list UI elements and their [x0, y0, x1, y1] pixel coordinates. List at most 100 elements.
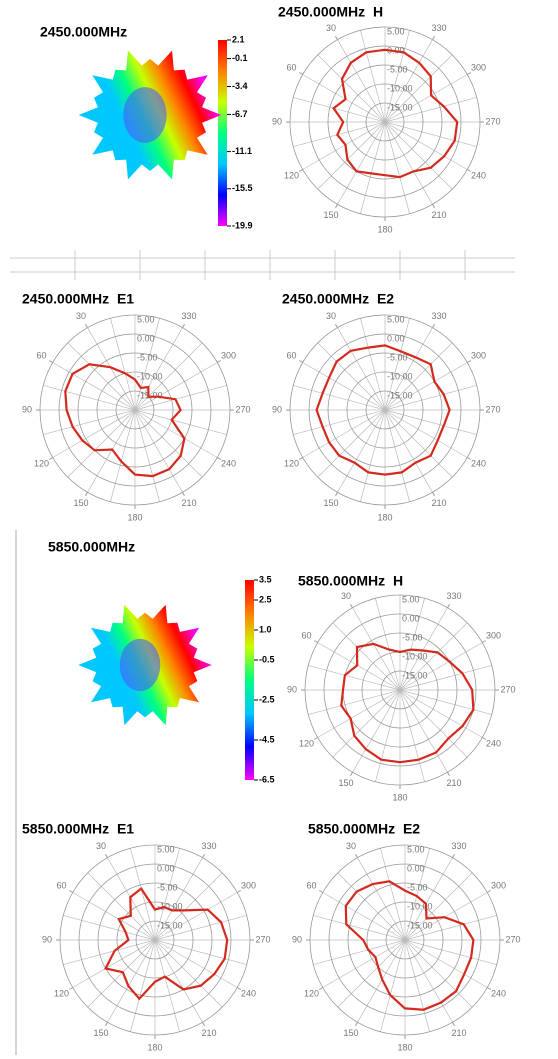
angle-tick: [299, 72, 303, 75]
pattern-line: [344, 880, 475, 1011]
angle-tick-label: 120: [304, 988, 319, 998]
colorbar-tick-label: 3.5: [259, 574, 272, 584]
angle-tick: [467, 360, 471, 363]
spoke: [72, 939, 156, 988]
angle-tick-label: 300: [491, 880, 506, 890]
angle-tick-label: 180: [127, 512, 142, 522]
spoke: [337, 872, 406, 941]
grid-ring: [323, 613, 477, 767]
spoke: [134, 409, 183, 493]
angle-tick: [299, 169, 303, 172]
angle-tick: [202, 854, 205, 858]
r-tick-label: -10.00: [137, 371, 163, 381]
grid-ring: [96, 371, 174, 449]
angle-tick: [350, 772, 353, 776]
spoke: [399, 622, 468, 691]
spoke: [404, 939, 430, 1032]
angle-tick: [182, 492, 185, 496]
spoke: [384, 121, 453, 190]
spoke: [404, 857, 453, 941]
spoke: [384, 342, 453, 411]
spoke: [360, 30, 386, 123]
r-tick-label: 5.00: [387, 314, 405, 324]
spoke: [384, 39, 433, 123]
angle-tick-label: 210: [431, 210, 446, 220]
r-tick-label: 0.00: [157, 863, 175, 873]
angle-tick-label: 210: [181, 498, 196, 508]
spoke: [43, 385, 136, 411]
spoke: [384, 121, 477, 147]
pattern-line: [64, 363, 186, 478]
grid-ring: [365, 102, 405, 142]
angle-tick-label: 150: [323, 498, 338, 508]
r-tick-label: 5.00: [387, 26, 405, 36]
pattern-line: [103, 886, 229, 1001]
angle-tick-label: 330: [181, 311, 196, 321]
angle-tick: [335, 324, 338, 328]
r-tick-label: -5.00: [407, 882, 428, 892]
spoke: [293, 97, 386, 123]
grid-ring: [328, 863, 482, 1017]
angle-tick-label: 270: [255, 934, 270, 944]
angle-tick: [335, 36, 338, 40]
r-tick-label: 5.00: [402, 594, 420, 604]
spoke: [317, 121, 386, 190]
angle-tick: [355, 1022, 358, 1026]
angle-tick: [467, 72, 471, 75]
r-tick-label: -10.00: [387, 371, 413, 381]
spoke: [154, 872, 223, 941]
angle-tick-label: 180: [147, 1042, 162, 1052]
angle-tick-label: 330: [446, 591, 461, 601]
spoke: [134, 342, 203, 411]
angle-tick-label: 270: [485, 404, 500, 414]
angle-tick-label: 120: [284, 458, 299, 468]
spoke: [384, 318, 410, 411]
angle-tick-label: 60: [306, 880, 316, 890]
spoke: [357, 939, 406, 1023]
angle-tick-label: 240: [221, 458, 236, 468]
spoke: [337, 409, 386, 493]
spoke: [134, 409, 227, 435]
spoke: [380, 848, 406, 941]
spoke: [357, 857, 406, 941]
spoke: [87, 327, 136, 411]
spoke: [384, 54, 453, 123]
angle-tick-label: 210: [446, 778, 461, 788]
r-tick-label: -10.00: [157, 901, 183, 911]
angle-tick: [335, 492, 338, 496]
colorbar-tick-label: -6.7: [232, 109, 248, 119]
spoke: [337, 121, 386, 205]
r-tick-label: -15.00: [157, 920, 183, 930]
chart-title: 5850.000MHz E1: [22, 821, 134, 837]
spoke: [308, 689, 401, 715]
spoke: [134, 385, 227, 411]
angle-tick-label: 180: [397, 1042, 412, 1052]
angle-tick-label: 240: [241, 988, 256, 998]
spoke: [110, 409, 136, 502]
angle-tick: [69, 987, 73, 990]
r-tick-label: -5.00: [137, 352, 158, 362]
spoke: [313, 939, 406, 965]
spoke: [384, 121, 433, 205]
angle-tick-label: 60: [36, 350, 46, 360]
angle-tick: [217, 457, 221, 460]
angle-tick-label: 120: [284, 170, 299, 180]
spoke: [134, 327, 183, 411]
angle-tick-label: 120: [54, 988, 69, 998]
angle-tick-label: 30: [326, 23, 336, 33]
angle-tick-label: 180: [392, 792, 407, 802]
separator: [10, 250, 515, 1055]
spoke: [404, 892, 488, 941]
spoke: [384, 409, 468, 458]
angle-tick-label: 270: [505, 934, 520, 944]
colorbar-tick-label: 2.1: [232, 34, 245, 44]
spoke: [293, 385, 386, 411]
spoke: [317, 409, 386, 478]
colorbar-tick-label: -11.1: [232, 146, 252, 156]
angle-tick-label: 180: [377, 224, 392, 234]
angle-tick: [432, 492, 435, 496]
angle-tick: [105, 1022, 108, 1026]
spoke: [302, 74, 386, 123]
spoke: [360, 318, 386, 411]
